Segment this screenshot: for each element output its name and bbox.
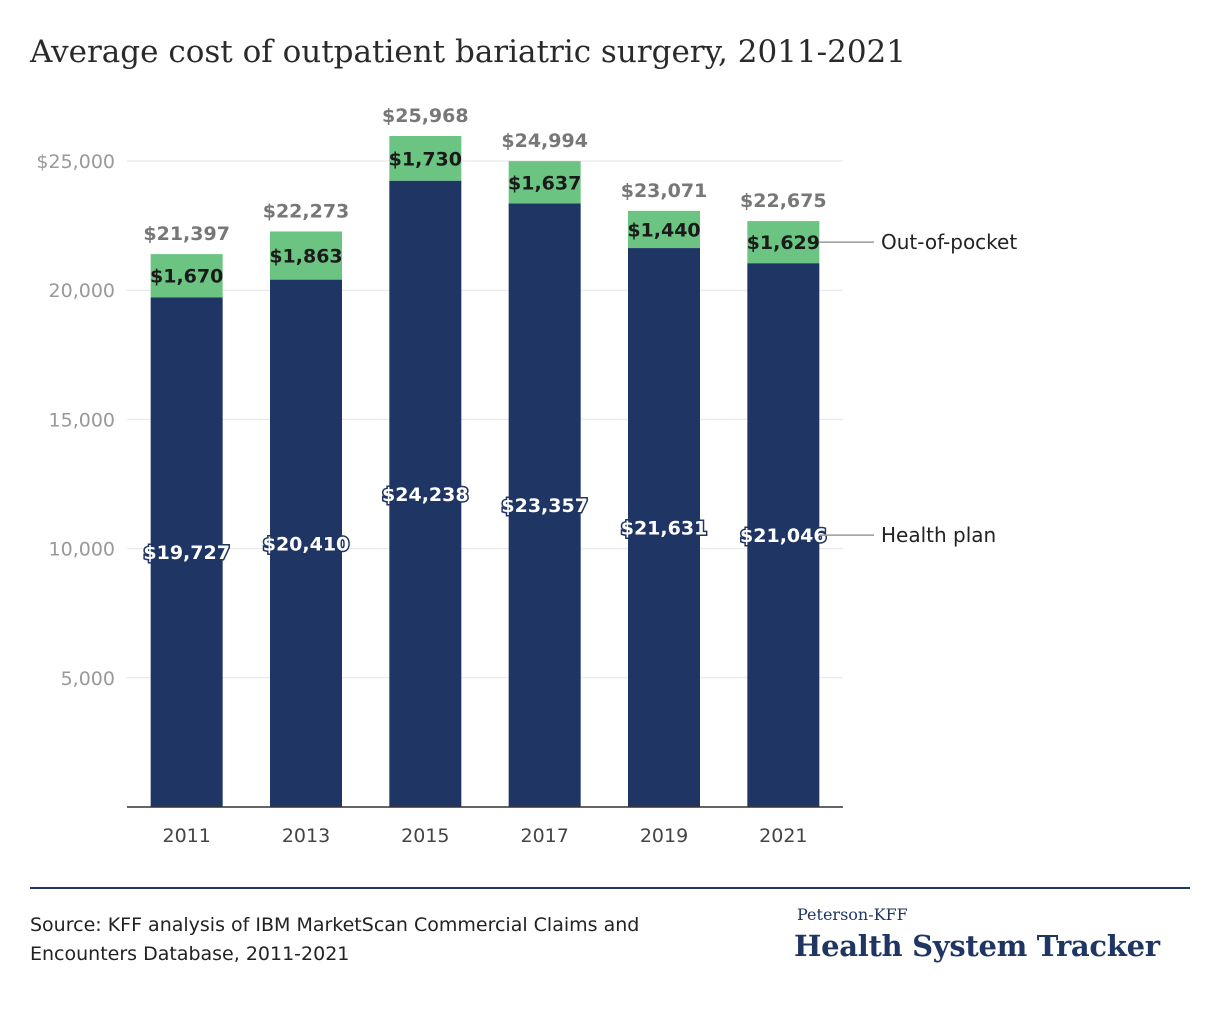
x-tick-label: 2011 bbox=[162, 825, 210, 847]
label-health-plan: $21,631 bbox=[621, 518, 708, 540]
bar-out-of-pocket bbox=[747, 221, 820, 264]
label-health-plan: $23,357 bbox=[501, 495, 588, 517]
label-total: $21,397 bbox=[143, 223, 230, 245]
x-tick-label: 2015 bbox=[401, 825, 449, 847]
x-tick-label: 2013 bbox=[282, 825, 330, 847]
bar-out-of-pocket bbox=[270, 231, 342, 280]
label-total: $25,968 bbox=[382, 105, 469, 127]
series-label-out-of-pocket: Out-of-pocket bbox=[881, 230, 1017, 254]
bar-health-plan bbox=[270, 279, 342, 807]
label-total: $22,675 bbox=[740, 190, 827, 212]
footer-divider bbox=[30, 887, 1190, 889]
bar-health-plan bbox=[747, 263, 820, 807]
chart-title: Average cost of outpatient bariatric sur… bbox=[30, 34, 906, 70]
brand-logo: Health System Tracker bbox=[794, 929, 1160, 963]
label-out-of-pocket: $1,629 bbox=[747, 232, 820, 254]
label-out-of-pocket: $1,637 bbox=[508, 172, 581, 194]
label-out-of-pocket: $1,670 bbox=[150, 266, 223, 288]
y-tick-label: 20,000 bbox=[49, 280, 115, 302]
bar-health-plan bbox=[628, 248, 700, 808]
label-out-of-pocket: $1,440 bbox=[627, 219, 700, 241]
x-tick-label: 2019 bbox=[640, 825, 688, 847]
x-axis-ticks: 2011 2013 2015 2017 2019 2021 bbox=[162, 825, 807, 847]
y-tick-label: 10,000 bbox=[49, 539, 115, 561]
label-health-plan: $21,046 bbox=[740, 525, 827, 547]
bar-out-of-pocket bbox=[150, 254, 223, 298]
bar-health-plan bbox=[508, 203, 581, 807]
y-axis-ticks: 5,000 10,000 15,000 20,000 $25,000 bbox=[36, 151, 115, 690]
y-tick-label: $25,000 bbox=[36, 151, 115, 173]
bar-health-plan bbox=[389, 180, 462, 808]
gridlines bbox=[127, 160, 843, 679]
label-total: $23,071 bbox=[621, 180, 708, 202]
bar-health-plan bbox=[150, 297, 223, 807]
y-tick-label: 15,000 bbox=[49, 409, 115, 431]
bar-out-of-pocket bbox=[628, 210, 700, 249]
label-health-plan: $20,410 bbox=[263, 533, 350, 555]
series-labels: Out-of-pocket Health plan bbox=[819, 230, 1017, 547]
series-label-health-plan: Health plan bbox=[881, 523, 996, 547]
bars bbox=[150, 135, 820, 808]
label-total: $24,994 bbox=[501, 130, 588, 152]
label-out-of-pocket: $1,863 bbox=[269, 246, 342, 268]
label-health-plan: $24,238 bbox=[382, 484, 469, 506]
y-tick-label: 5,000 bbox=[61, 668, 115, 690]
x-tick-label: 2021 bbox=[759, 825, 807, 847]
bar-out-of-pocket bbox=[508, 161, 581, 204]
label-out-of-pocket: $1,730 bbox=[389, 148, 462, 170]
x-tick-label: 2017 bbox=[520, 825, 568, 847]
bar-out-of-pocket bbox=[389, 135, 462, 181]
brand-tagline: Peterson-KFF bbox=[797, 905, 908, 924]
label-total: $22,273 bbox=[263, 200, 350, 222]
data-labels: $19,727 $1,670 $21,397 $20,410 $1,863 $22,273… bbox=[142, 105, 828, 566]
label-health-plan: $19,727 bbox=[143, 542, 230, 564]
source-note: Source: KFF analysis of IBM MarketScan C… bbox=[30, 914, 640, 965]
